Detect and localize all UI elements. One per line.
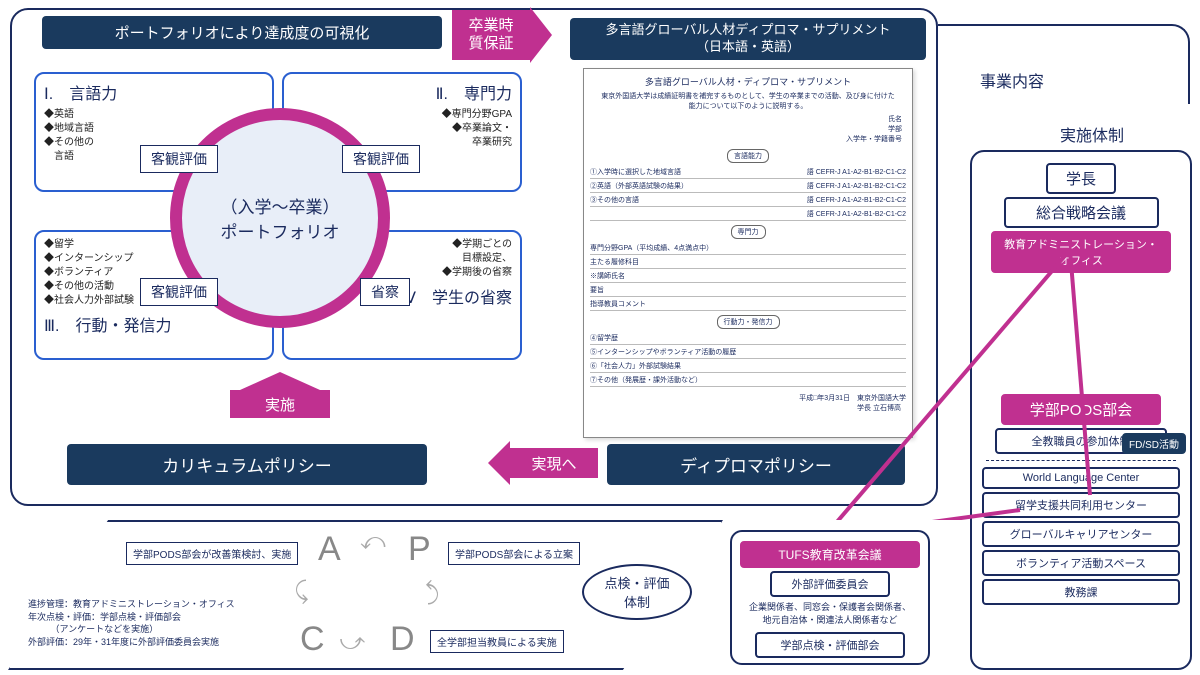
tag-eval-3: 客観評価 (140, 278, 218, 306)
external-detail: 企業関係者、同窓会・保護者会関係者、 地元自治体・関連法人関係者など (740, 600, 920, 626)
diploma-document: 多言語グローバル人材・ディプロマ・サプリメント東京外国語大学は成績証明書を補完す… (583, 68, 913, 438)
doc-row: ⑥「社会人力」外部試験結果 (590, 361, 906, 373)
org-center: グローバルキャリアセンター (982, 521, 1180, 547)
quad3-title: 行動・発信力 (76, 318, 172, 335)
circle-line2: ポートフォリオ (221, 218, 340, 243)
ds-title2: （日本語・英語） (574, 39, 922, 56)
quad3-num: Ⅲ. (44, 318, 59, 335)
doc-row: 語 CEFR-J A1-A2-B1-B2-C1-C2 (590, 209, 906, 221)
portfolio-panel: ポートフォリオにより達成度の可視化 Ⅰ. 言語力 ◆英語◆地域言語◆その他の 言… (10, 8, 938, 506)
pdca-title-oval: 点検・評価 体制 (582, 564, 692, 620)
doc-section-pill: 専門力 (731, 225, 766, 239)
cycle-arrow-3: ⤺ (340, 630, 366, 658)
eval-panel: TUFS教育改革会議 外部評価委員会 企業関係者、同窓会・保護者会関係者、 地元… (730, 530, 930, 665)
doc-section-pill: 行動力・発信力 (717, 315, 780, 329)
portfolio-title: ポートフォリオにより達成度の可視化 (42, 16, 442, 49)
doc-row: ⑦その他（発展歴・課外活動など） (590, 375, 906, 387)
tag-eval-1: 客観評価 (140, 145, 218, 173)
arrow-realize: 実現へ (510, 448, 598, 478)
org-panel: 学長 総合戦略会議 教育アドミニストレーション・ オフィス 学部PODS部会 全… (970, 150, 1192, 670)
decorative-border (938, 24, 1190, 104)
doc-row: ④留学歴 (590, 333, 906, 345)
org-center: World Language Center (982, 467, 1180, 489)
org-divider (986, 460, 1176, 461)
external-committee: 外部評価委員会 (770, 571, 890, 597)
doc-row: 指導教員コメント (590, 299, 906, 311)
arrow-graduation: 卒業時 質保証 (452, 10, 530, 60)
doc-row: ③その他の言語語 CEFR-J A1-A2-B1-B2-C1-C2 (590, 195, 906, 207)
pdca-D: D (390, 620, 415, 659)
org-pods: 学部PODS部会 (1001, 394, 1161, 425)
org-admin-office: 教育アドミニストレーション・ オフィス (991, 231, 1171, 273)
pdca-A: A (318, 530, 341, 569)
cycle-arrow-1: ⤺ (360, 528, 386, 556)
pdca-notes-c: 進捗管理：教育アドミニストレーション・オフィス 年次点検・評価：学部点検・評価部… (28, 598, 235, 648)
org-fdsd: FD/SD活動 (1122, 433, 1186, 454)
doc-row: 専門分野GPA（平均成績、4点満点中） (590, 243, 906, 255)
doc-row: ①入学時に選択した地域言語語 CEFR-J A1-A2-B1-B2-C1-C2 (590, 167, 906, 179)
org-center: 留学支援共同利用センター (982, 492, 1180, 518)
quad1-title: 言語力 (69, 86, 117, 103)
doc-row: 主たる履修科目 (590, 257, 906, 269)
tag-eval-2: 客観評価 (342, 145, 420, 173)
dept-eval: 学部点検・評価部会 (755, 632, 905, 658)
org-center: ボランティア活動スペース (982, 550, 1180, 576)
cycle-arrow-4: ⤺ (287, 579, 315, 605)
pdca-box-d: 全学部担当教員による実施 (430, 630, 564, 653)
pdca-box-a: 学部PODS部会が改善策検討、実施 (126, 542, 298, 565)
diploma-supplement-title: 多言語グローバル人材ディプロマ・サプリメント （日本語・英語） (570, 18, 926, 60)
curriculum-policy-bar: カリキュラムポリシー (67, 444, 427, 485)
doc-row: ⑤インターンシップやボランティア活動の履歴 (590, 347, 906, 359)
org-president: 学長 (1046, 163, 1116, 194)
pdca-panel: A P C D ⤺ ⤺ ⤺ ⤺ 学部PODS部会が改善策検討、実施 学部PODS… (8, 520, 723, 670)
doc-section-pill: 言語能力 (727, 149, 769, 163)
pdca-box-p: 学部PODS部会による立案 (448, 542, 580, 565)
doc-date: 平成□年3月31日 東京外国語大学 学長 立石博高 (590, 393, 906, 413)
doc-intro: 東京外国語大学は成績証明書を補完するものとして、学生の卒業までの活動、及び身に付… (600, 91, 896, 111)
tag-reflect: 省察 (360, 278, 410, 306)
quad2-title: 専門力 (464, 86, 512, 103)
doc-row: ※講師氏名 (590, 271, 906, 283)
ds-title1: 多言語グローバル人材ディプロマ・サプリメント (574, 22, 922, 39)
tufs-reform: TUFS教育改革会議 (740, 541, 920, 568)
pdca-C: C (300, 620, 325, 659)
diploma-policy-bar: ディプロマポリシー (607, 444, 905, 485)
quad1-num: Ⅰ. (44, 86, 53, 103)
circle-line1: （入学～卒業） (221, 193, 340, 218)
label-structure: 実施体制 (1060, 122, 1124, 146)
doc-title: 多言語グローバル人材・ディプロマ・サプリメント (590, 75, 906, 88)
quad2-num: Ⅱ. (436, 86, 448, 103)
cycle-arrow-2: ⤺ (419, 579, 447, 605)
quad4-title: 学生の省察 (432, 290, 512, 307)
doc-name-fields: 氏名学部入学年・学籍番号 (594, 114, 902, 144)
doc-row: 要旨 (590, 285, 906, 297)
arrow-implement: 実施 (230, 390, 330, 418)
pdca-P: P (408, 530, 431, 569)
org-center: 教務課 (982, 579, 1180, 605)
doc-row: ②英語（外部英語試験の結果）語 CEFR-J A1-A2-B1-B2-C1-C2 (590, 181, 906, 193)
org-strategy: 総合戦略会議 (1004, 197, 1159, 228)
